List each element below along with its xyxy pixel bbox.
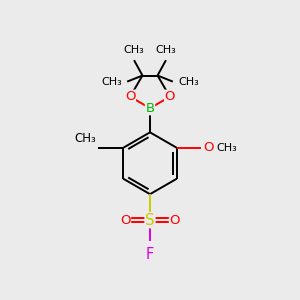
Text: B: B — [146, 102, 154, 115]
Text: CH₃: CH₃ — [101, 76, 122, 87]
Text: O: O — [169, 214, 180, 226]
Text: CH₃: CH₃ — [156, 45, 176, 55]
Text: S: S — [145, 213, 155, 228]
Text: F: F — [146, 247, 154, 262]
Text: CH₃: CH₃ — [216, 143, 237, 153]
Text: O: O — [165, 90, 175, 103]
Text: O: O — [125, 90, 135, 103]
Text: O: O — [203, 141, 214, 154]
Text: O: O — [120, 214, 130, 226]
Text: CH₃: CH₃ — [124, 45, 144, 55]
Text: CH₃: CH₃ — [74, 132, 96, 146]
Text: CH₃: CH₃ — [178, 76, 199, 87]
